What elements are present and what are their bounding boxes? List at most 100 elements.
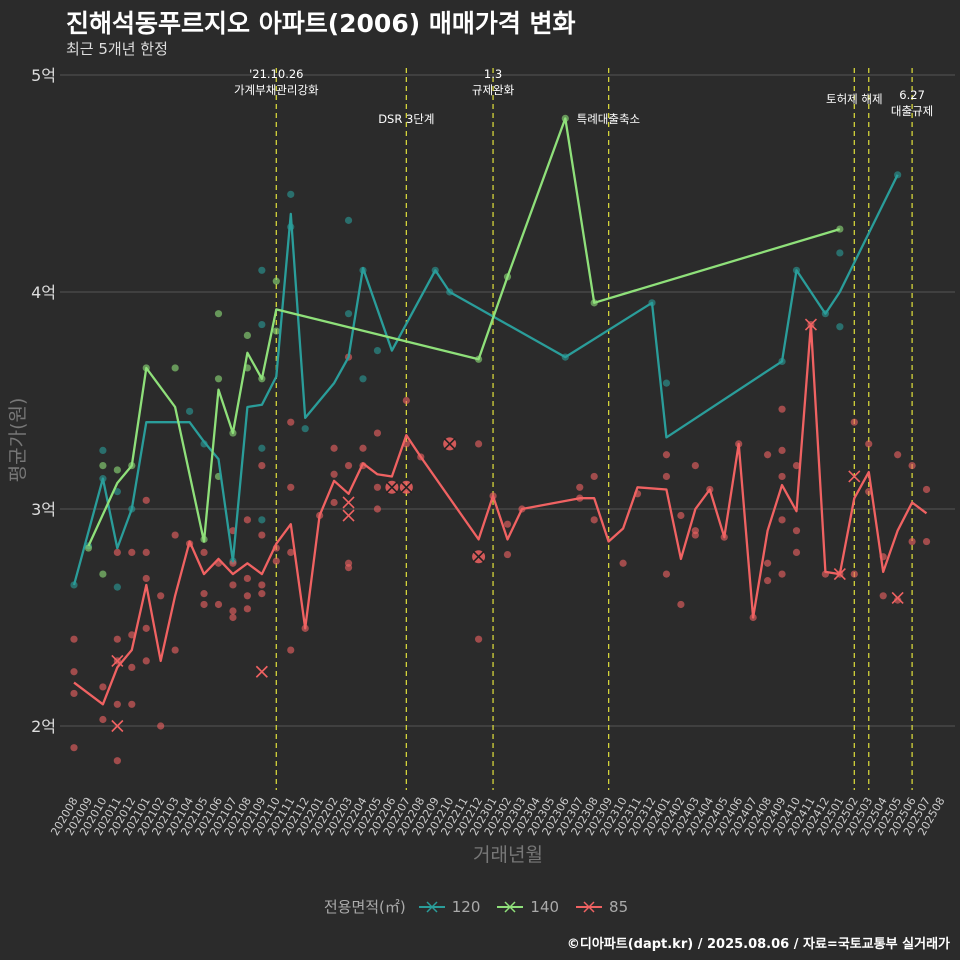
legend-key-120 [418, 900, 445, 913]
point-85 [258, 531, 266, 539]
cross-85 [804, 318, 818, 331]
legend-title: 전용면적(㎡) [323, 898, 406, 916]
point-120 [836, 323, 844, 331]
point-120 [301, 425, 309, 433]
point-140 [113, 466, 121, 474]
annotation-text: 대출규제 [891, 104, 933, 118]
point-85 [70, 689, 78, 698]
point-85 [475, 440, 483, 448]
cross-85 [255, 665, 268, 678]
point-85 [894, 451, 902, 459]
point-85 [229, 581, 237, 589]
y-axis-tick-labels: 2억 3억 4억 5억 [31, 66, 56, 736]
point-85 [258, 581, 266, 589]
point-120 [359, 375, 367, 383]
point-85 [879, 592, 887, 600]
point-120 [113, 488, 121, 496]
annotation-text: DSR 3단계 [378, 112, 434, 126]
line-85 [73, 323, 928, 706]
point-85 [677, 600, 685, 609]
point-85 [402, 396, 410, 405]
cross-85 [385, 481, 398, 494]
legend-key-85 [576, 900, 603, 913]
point-85 [359, 444, 367, 452]
point-85 [200, 590, 208, 598]
point-85 [619, 559, 627, 567]
point-140 [836, 225, 844, 233]
point-85 [778, 570, 786, 578]
point-85 [778, 472, 786, 481]
point-85 [142, 624, 150, 632]
cross-85 [111, 719, 124, 733]
point-85 [677, 511, 685, 520]
annotation-text: 6.27 [899, 88, 925, 102]
y-tick-label: 2억 [31, 717, 56, 736]
point-85 [157, 592, 165, 600]
point-120 [344, 310, 353, 318]
point-85 [576, 483, 584, 491]
point-85 [778, 405, 786, 413]
point-85 [200, 600, 208, 609]
point-85 [865, 440, 873, 448]
point-85 [330, 498, 338, 507]
y-axis-label: 평균가(원) [7, 398, 29, 483]
point-85 [214, 600, 223, 609]
point-140 [272, 277, 280, 285]
legend-label-85: 85 [609, 897, 629, 916]
page-title: 진해석동푸르지오 아파트(2006) 매매가격 변화 [66, 9, 576, 38]
point-120 [287, 190, 295, 198]
point-120 [258, 266, 266, 274]
point-140 [243, 331, 251, 339]
point-85 [922, 537, 931, 546]
point-85 [373, 429, 382, 437]
point-85 [330, 444, 338, 452]
source-caption: ©디아파트(dapt.kr) / 2025.08.06 / 자료=국토교통부 실… [566, 937, 950, 952]
point-140 [214, 310, 223, 318]
legend-item-85: 85 [575, 898, 628, 916]
legend-label-120: 120 [451, 897, 481, 916]
point-85 [908, 537, 916, 546]
point-85 [200, 548, 208, 557]
annotation-text: 토허제 해제 [826, 92, 883, 106]
legend-item-140: 140 [496, 898, 559, 916]
point-85 [157, 722, 165, 730]
point-85 [70, 635, 78, 643]
cross-85 [833, 568, 846, 581]
point-85 [128, 548, 136, 557]
point-85 [475, 635, 483, 643]
legend-label-140: 140 [530, 897, 560, 916]
point-120 [373, 346, 382, 355]
cross-85 [472, 550, 485, 563]
point-140 [171, 364, 179, 372]
point-85 [287, 418, 295, 426]
point-85 [894, 596, 902, 604]
special-transaction-marks [111, 318, 904, 733]
point-85 [113, 700, 121, 708]
point-85 [142, 548, 150, 557]
annotation-text: 1.3 [484, 67, 502, 81]
annotation-text: 규제완화 [472, 83, 515, 97]
point-85 [691, 462, 699, 470]
point-85 [113, 548, 121, 557]
point-85 [330, 470, 338, 478]
point-85 [287, 483, 295, 491]
point-85 [662, 451, 671, 459]
point-85 [171, 531, 179, 539]
average-price-lines [72, 117, 928, 706]
point-85 [850, 418, 858, 426]
point-85 [128, 700, 136, 708]
point-85 [258, 462, 266, 470]
point-85 [691, 531, 699, 539]
annotation-text: '21.10.26 [249, 67, 303, 81]
point-85 [142, 496, 150, 504]
point-85 [764, 451, 772, 459]
legend: 전용면적(㎡) 120 140 85 [0, 896, 960, 917]
point-120 [99, 446, 107, 455]
point-85 [287, 646, 295, 654]
point-85 [922, 485, 931, 494]
point-85 [373, 505, 382, 513]
point-85 [287, 548, 295, 557]
y-tick-label: 3억 [31, 500, 56, 519]
